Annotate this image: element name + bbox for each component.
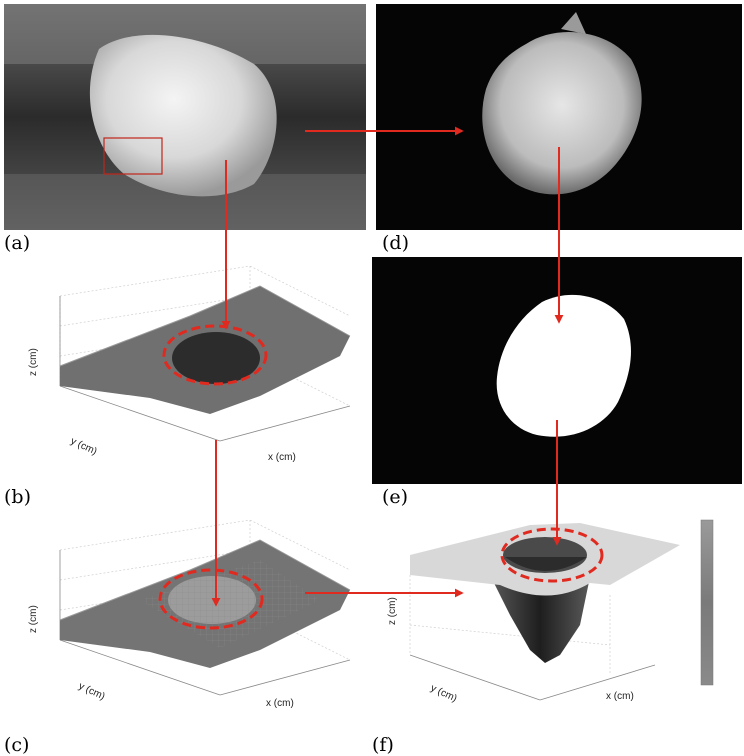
axis-z-f: z (cm) — [387, 597, 398, 625]
cavity-b — [172, 332, 260, 384]
label-e: (e) — [382, 486, 409, 508]
dashed-ellipse-c — [158, 568, 264, 630]
colorbar — [700, 519, 714, 686]
wound-bright-region — [89, 34, 277, 197]
dashed-ellipse-f — [500, 527, 604, 583]
axis-x-b: x (cm) — [268, 452, 296, 463]
label-f: (f) — [372, 734, 394, 756]
label-a: (a) — [4, 232, 31, 254]
axis-y-c: y (cm) — [77, 681, 107, 703]
axis-x-f: x (cm) — [606, 691, 634, 702]
wound-region-d — [482, 32, 642, 195]
wound-mask — [496, 294, 631, 437]
wound-volume-cone — [490, 575, 590, 663]
axis-z-b: z (cm) — [28, 348, 39, 376]
label-b: (b) — [4, 486, 31, 508]
panel-a-depth-image — [4, 4, 366, 230]
panel-b-3d-surface — [59, 266, 351, 442]
axis-y-f: y (cm) — [429, 683, 459, 705]
label-c: (c) — [4, 734, 30, 756]
roi-box — [103, 137, 163, 175]
axis-x-c: x (cm) — [266, 698, 294, 709]
axis-y-b: y (cm) — [69, 436, 99, 458]
axis-z-c: z (cm) — [28, 605, 39, 633]
panel-f-wound-volume — [409, 519, 714, 701]
label-d: (d) — [382, 232, 409, 254]
dashed-ellipse-b — [162, 324, 268, 386]
